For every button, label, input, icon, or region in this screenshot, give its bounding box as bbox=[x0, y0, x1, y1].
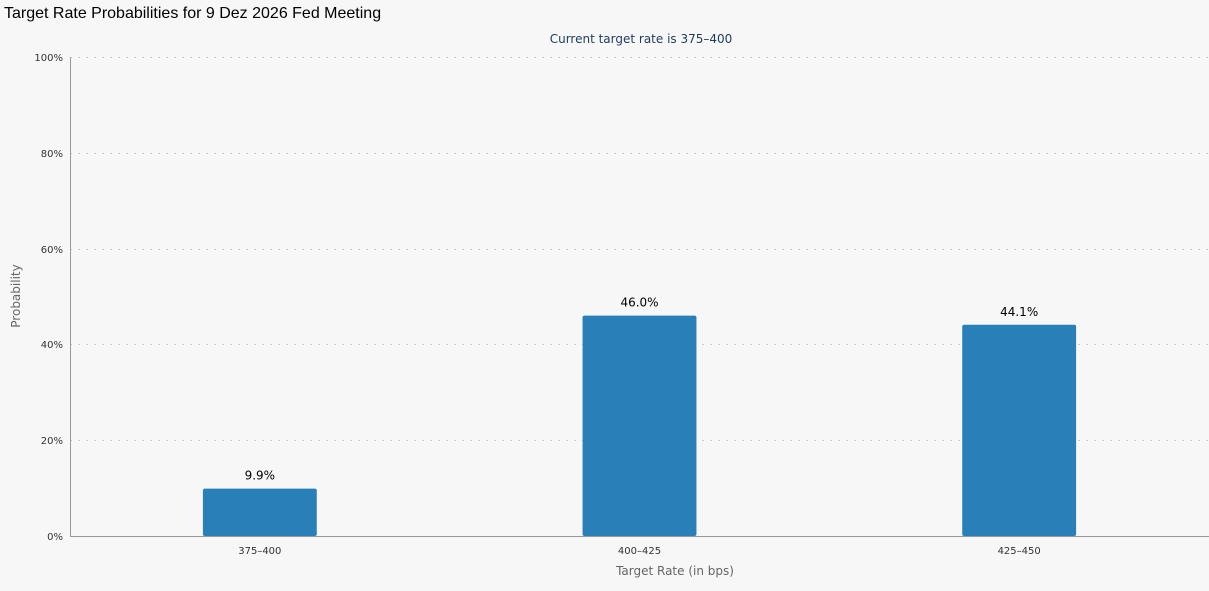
data-label: 44.1% bbox=[1000, 305, 1038, 319]
bar-400–425[interactable] bbox=[582, 315, 697, 536]
y-tick-label: 20% bbox=[41, 436, 63, 447]
data-labels: 9.9% 46.0% 44.1% bbox=[245, 296, 1039, 483]
x-tick-label: 400–425 bbox=[618, 546, 661, 557]
y-axis-title: Probability bbox=[9, 264, 23, 327]
x-axis-title: Target Rate (in bps) bbox=[615, 564, 734, 578]
x-tick-label: 375–400 bbox=[238, 546, 281, 557]
y-tick-label: 80% bbox=[41, 149, 63, 160]
bar-375–400[interactable] bbox=[202, 488, 317, 536]
data-label: 9.9% bbox=[245, 469, 276, 483]
data-label: 46.0% bbox=[620, 296, 658, 310]
bar-425–450[interactable] bbox=[962, 324, 1077, 536]
y-tick-label: 100% bbox=[34, 53, 63, 64]
page-title: Target Rate Probabilities for 9 Dez 2026… bbox=[4, 5, 382, 22]
x-axis-ticks: 375–400 400–425 425–450 bbox=[238, 546, 1041, 557]
y-axis-ticks: 0% 20% 40% 60% 80% 100% bbox=[34, 53, 63, 543]
bars bbox=[202, 315, 1077, 536]
y-tick-label: 40% bbox=[41, 340, 63, 351]
chart-subtitle: Current target rate is 375–400 bbox=[550, 32, 733, 46]
y-tick-label: 0% bbox=[47, 532, 63, 543]
y-tick-label: 60% bbox=[41, 245, 63, 256]
x-tick-label: 425–450 bbox=[998, 546, 1041, 557]
